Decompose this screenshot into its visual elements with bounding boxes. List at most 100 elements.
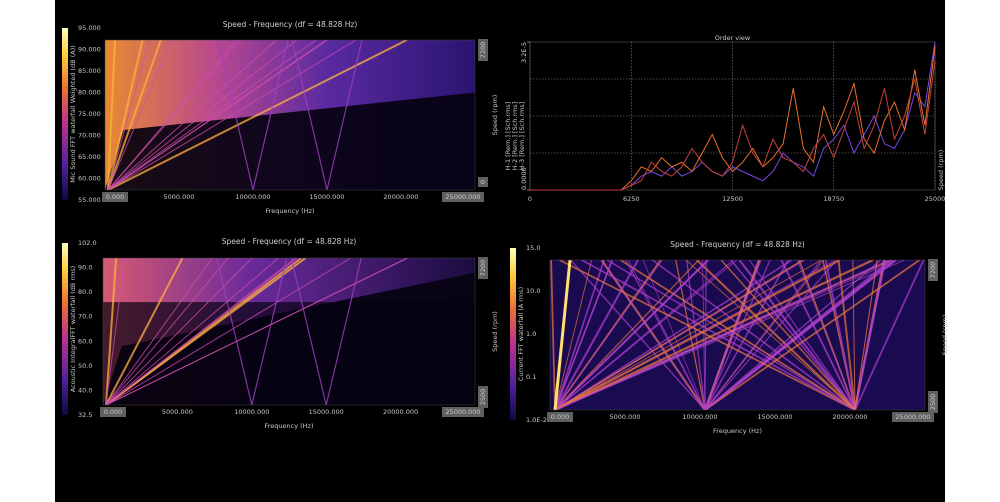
- order-trace: [554, 260, 663, 410]
- order-trace: [107, 40, 241, 190]
- label-box: [442, 192, 484, 202]
- x-tick-label: 10000.000: [235, 193, 270, 201]
- order-trace: [554, 260, 700, 410]
- plot-frame: [102, 257, 476, 406]
- x-tick-label: 20000.000: [832, 413, 867, 421]
- order-trace: [748, 260, 856, 410]
- tick-label: 7200: [479, 260, 487, 277]
- order-trace: [107, 40, 150, 190]
- boxed-label: 0.000: [547, 412, 573, 422]
- x-tick-label: 20000.000: [383, 193, 418, 201]
- x-axis-label: Frequency (Hz): [713, 427, 762, 435]
- order-trace: [824, 260, 856, 410]
- order-trace: [554, 260, 905, 410]
- order-trace: [553, 260, 572, 410]
- order-trace: [105, 258, 118, 405]
- label-box: [100, 407, 126, 417]
- legend-entry: H-1 [Rem.] [Sch.rms]: [504, 102, 512, 170]
- colorbar: [510, 248, 516, 420]
- label-box: [478, 39, 488, 61]
- tick-label: 0.000: [104, 408, 123, 416]
- order-trace: [554, 260, 841, 410]
- order-trace: [554, 260, 804, 410]
- panel-title: Speed - Frequency (df = 48.828 Hz): [222, 237, 357, 246]
- order-trace: [107, 40, 328, 190]
- order-trace: [796, 260, 856, 410]
- colorbar-tick: 15.0: [526, 244, 540, 252]
- plot-frame: [104, 39, 476, 191]
- colorbar-tick: 1.0: [526, 330, 536, 338]
- legend-entry: H-3 [Rem.] [Sch.rms]: [518, 102, 526, 170]
- x-tick-label: 5000.000: [163, 193, 194, 201]
- x-axis-label: Frequency (Hz): [265, 207, 314, 215]
- order-trace: [107, 40, 172, 190]
- x-tick-label: 5000.000: [609, 413, 640, 421]
- boxed-label: 7200: [478, 39, 488, 61]
- spectrogram-shade: [105, 92, 475, 190]
- order-trace: [704, 260, 789, 410]
- colorbar-tick: 70.0: [78, 313, 92, 321]
- order-trace: [704, 260, 921, 410]
- colorbar-tick: 70.000: [78, 132, 101, 140]
- boxed-label: 0.000: [102, 192, 128, 202]
- order-trace: [217, 40, 289, 190]
- tick-label: 25000.000: [895, 413, 930, 421]
- tick-label: 0: [479, 180, 487, 184]
- x-tick-label: 12500: [722, 195, 743, 203]
- label-box: [478, 386, 488, 408]
- tick-label: 25000.000: [445, 193, 480, 201]
- order-trace: [107, 40, 357, 190]
- boxed-label: 0: [478, 177, 488, 187]
- order-trace: [107, 40, 297, 190]
- legend-entry: H-2 [Rem.] [Sch.rms]: [511, 102, 519, 170]
- y-tick-label: 0.0000: [520, 167, 528, 190]
- y-tick-label: 3.2E-5: [520, 42, 528, 63]
- colorbar-tick: 1.0E-2: [526, 416, 547, 424]
- order-trace: [107, 40, 162, 190]
- y-axis-label: Speed (rpm): [491, 95, 499, 136]
- order-trace: [625, 260, 706, 410]
- spectrogram: [105, 40, 475, 190]
- y-axis-label: Speed (rpm): [491, 311, 499, 352]
- tick-label: 7200: [929, 262, 937, 279]
- label-box: [102, 192, 128, 202]
- label-box: [478, 257, 488, 279]
- order-trace: [704, 260, 892, 410]
- tick-label: 25000.000: [445, 408, 480, 416]
- boxed-label: 2500: [478, 386, 488, 408]
- colorbar-tick: 95.000: [78, 24, 101, 32]
- colorbar-tick: 75.000: [78, 110, 101, 118]
- order-trace: [105, 258, 408, 405]
- tick-label: 0.000: [551, 413, 570, 421]
- order-trace: [685, 260, 856, 410]
- colorbar-label: Current FFT waterfall (A rms): [517, 287, 525, 381]
- x-tick-label: 15000.000: [309, 408, 344, 416]
- colorbar-tick: 80.000: [78, 89, 101, 97]
- colorbar-tick: 32.5: [78, 411, 92, 419]
- tick-label: 7200: [479, 42, 487, 59]
- x-tick-label: 18750: [823, 195, 844, 203]
- label-box: [478, 177, 488, 187]
- spectrogram-shade: [103, 302, 475, 405]
- colorbar-tick: 85.000: [78, 67, 101, 75]
- order-trace: [105, 258, 213, 405]
- order-trace: [854, 260, 925, 410]
- order-trace: [105, 258, 352, 405]
- order-trace: [105, 258, 279, 405]
- x-tick-label: 10000.000: [682, 413, 717, 421]
- colorbar-tick: 90.0: [78, 264, 92, 272]
- order-trace: [704, 260, 707, 410]
- order-trace: [216, 258, 288, 405]
- order-trace: [854, 260, 878, 410]
- order-trace: [107, 40, 277, 190]
- boxed-label: 25000.000: [442, 192, 484, 202]
- colorbar-tick: 80.0: [78, 288, 92, 296]
- order-trace: [554, 260, 639, 410]
- colorbar-tick: 0.1: [526, 373, 536, 381]
- boxed-label: 25000.000: [892, 412, 934, 422]
- panel-title: Speed - Frequency (df = 48.828 Hz): [223, 20, 358, 29]
- label-box: [892, 412, 934, 422]
- colorbar-tick: 55.000: [78, 196, 101, 204]
